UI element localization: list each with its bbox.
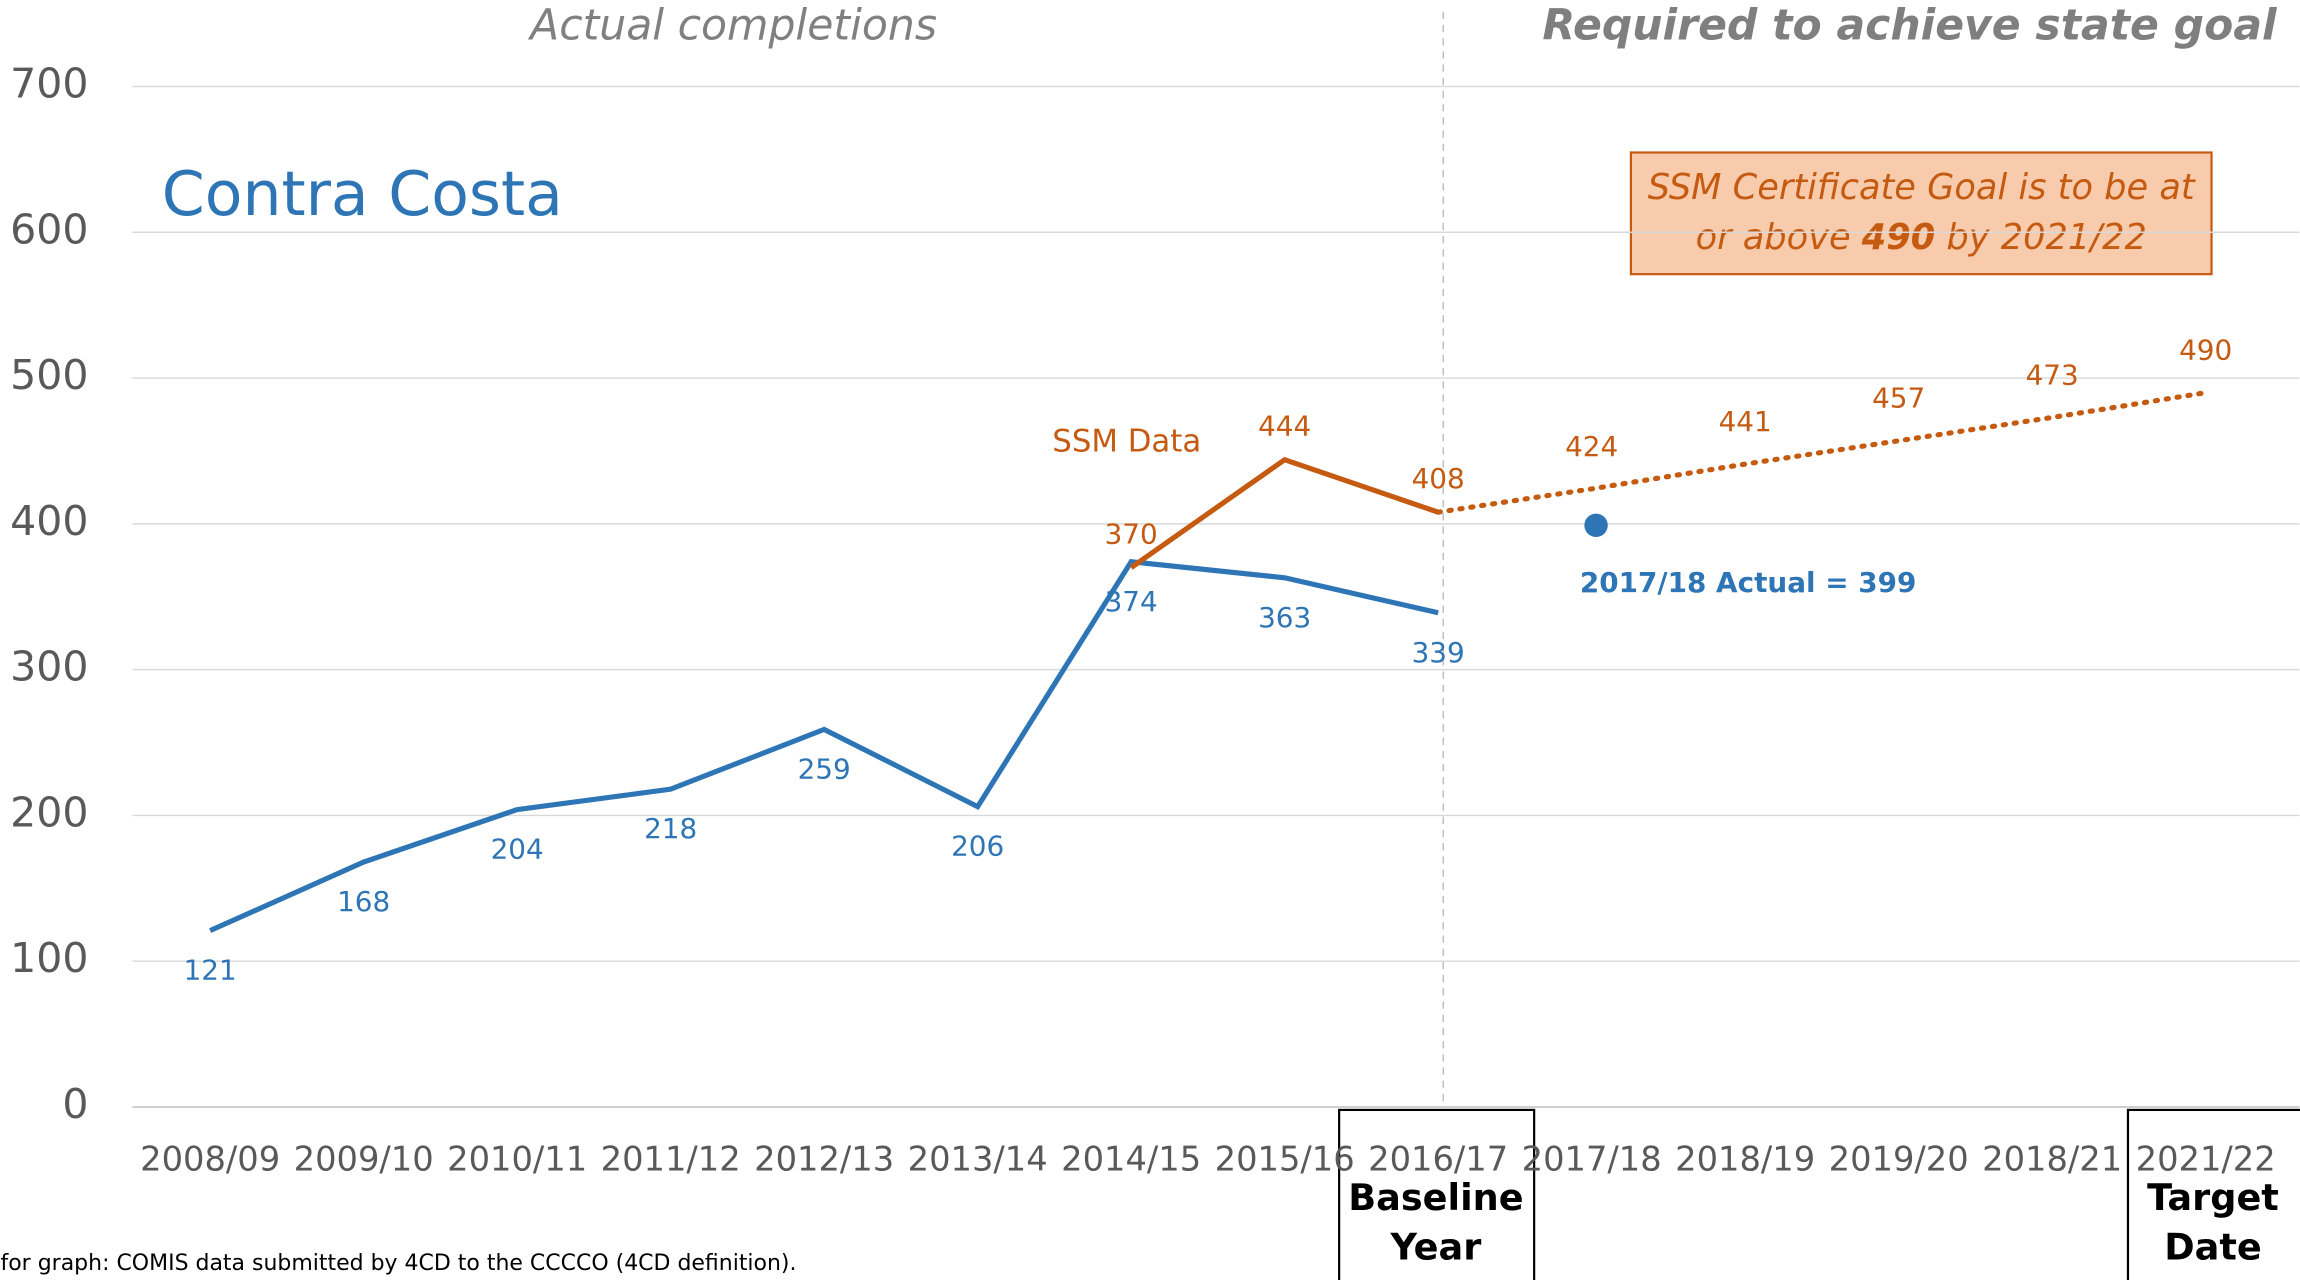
data-label: 218 [644,812,697,845]
data-label: 457 [1872,382,1925,415]
x-tick-label: 2014/15 [1061,1140,1201,1179]
y-tick-label: 700 [10,60,88,108]
goal-line [1435,390,2209,515]
baseline-box [1338,1108,1536,1280]
chart-title: Contra Costa [162,158,563,230]
x-tick-label: 2016/17 [1368,1140,1508,1179]
header-right: Required to achieve state goal [1542,1,2278,50]
data-label: 441 [1719,405,1772,438]
data-label: 339 [1412,636,1465,669]
x-tick-label: 2019/20 [1829,1140,1969,1179]
x-tick-label: 2015/16 [1215,1140,1355,1179]
series-name: SSM Data [1052,423,1201,459]
goal-number: 490 [1861,217,1935,258]
x-tick-label: 2009/10 [294,1140,434,1179]
goal-text: SSM Certificate Goal is to be at [1648,167,2196,208]
data-label: 121 [184,954,237,987]
x-tick-label: 2010/11 [447,1140,587,1179]
series-line [209,559,1439,933]
goal-text-part: or above [1696,217,1862,258]
data-label: 408 [1412,462,1465,495]
x-tick-label: 2018/19 [1675,1140,1815,1179]
y-tick-label: 0 [62,1080,88,1128]
data-label: 370 [1105,517,1158,550]
y-tick-label: 100 [10,934,88,982]
goal-text: or above 490 by 2021/22 [1696,217,2147,258]
data-label: 424 [1565,430,1618,463]
x-tick-label: 2021/22 [2136,1140,2276,1179]
data-label: 206 [951,830,1004,863]
x-tick-label: 2018/21 [1982,1140,2122,1179]
data-label: 473 [2026,358,2079,391]
y-tick-label: 400 [10,497,88,545]
series-line [1129,456,1439,570]
y-tick-label: 600 [10,205,88,253]
x-tick-label: 2017/18 [1522,1140,1662,1179]
x-tick-label: 2012/13 [754,1140,894,1179]
target-box [2126,1108,2300,1280]
y-tick-label: 300 [10,643,88,691]
data-label: 259 [798,752,851,785]
data-label: 374 [1105,585,1158,618]
data-label: 204 [491,833,544,866]
data-label: 444 [1258,409,1311,442]
data-label: 490 [2179,334,2232,367]
header-left: Actual completions [527,1,937,50]
point [1584,513,1608,538]
y-tick-label: 500 [10,351,88,399]
point-annotation: 2017/18 Actual = 399 [1580,566,1916,599]
data-label: 168 [337,885,390,918]
x-tick-label: 2011/12 [601,1140,741,1179]
x-tick-label: 2013/14 [908,1140,1048,1179]
goal-box [1629,151,2213,276]
baseline-text: Baseline [1348,1176,1523,1219]
target-text: Target [2147,1176,2279,1219]
baseline-text: Year [1389,1226,1481,1269]
target-text: Date [2164,1226,2262,1269]
source-note: for graph: COMIS data submitted by 4CD t… [0,1251,796,1276]
data-label: 363 [1258,601,1311,634]
y-tick-label: 200 [10,788,88,836]
x-tick-label: 2008/09 [140,1140,280,1179]
goal-text-part: by 2021/22 [1935,217,2147,258]
